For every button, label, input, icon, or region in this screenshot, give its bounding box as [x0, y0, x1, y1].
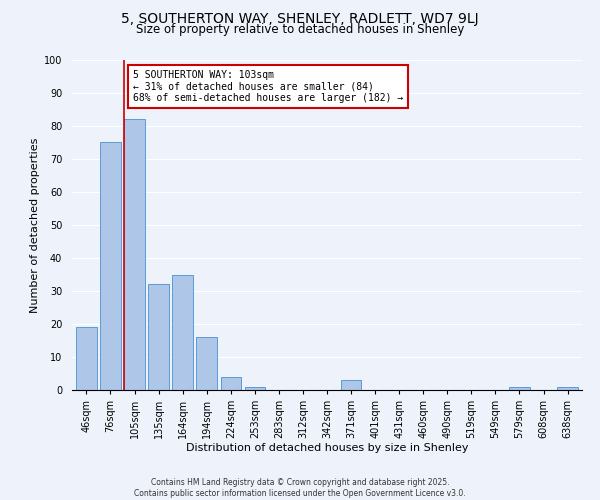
- Bar: [100, 142, 121, 390]
- Text: 5, SOUTHERTON WAY, SHENLEY, RADLETT, WD7 9LJ: 5, SOUTHERTON WAY, SHENLEY, RADLETT, WD7…: [121, 12, 479, 26]
- Bar: [172, 274, 193, 390]
- Bar: [509, 386, 530, 390]
- Bar: [245, 386, 265, 390]
- Bar: [196, 337, 217, 390]
- Text: Size of property relative to detached houses in Shenley: Size of property relative to detached ho…: [136, 22, 464, 36]
- Bar: [221, 377, 241, 390]
- Bar: [76, 328, 97, 390]
- Bar: [341, 380, 361, 390]
- Bar: [148, 284, 169, 390]
- Text: 5 SOUTHERTON WAY: 103sqm
← 31% of detached houses are smaller (84)
68% of semi-d: 5 SOUTHERTON WAY: 103sqm ← 31% of detach…: [133, 70, 403, 103]
- Text: Contains HM Land Registry data © Crown copyright and database right 2025.
Contai: Contains HM Land Registry data © Crown c…: [134, 478, 466, 498]
- Bar: [124, 120, 145, 390]
- Y-axis label: Number of detached properties: Number of detached properties: [30, 138, 40, 312]
- X-axis label: Distribution of detached houses by size in Shenley: Distribution of detached houses by size …: [186, 442, 468, 452]
- Bar: [557, 386, 578, 390]
